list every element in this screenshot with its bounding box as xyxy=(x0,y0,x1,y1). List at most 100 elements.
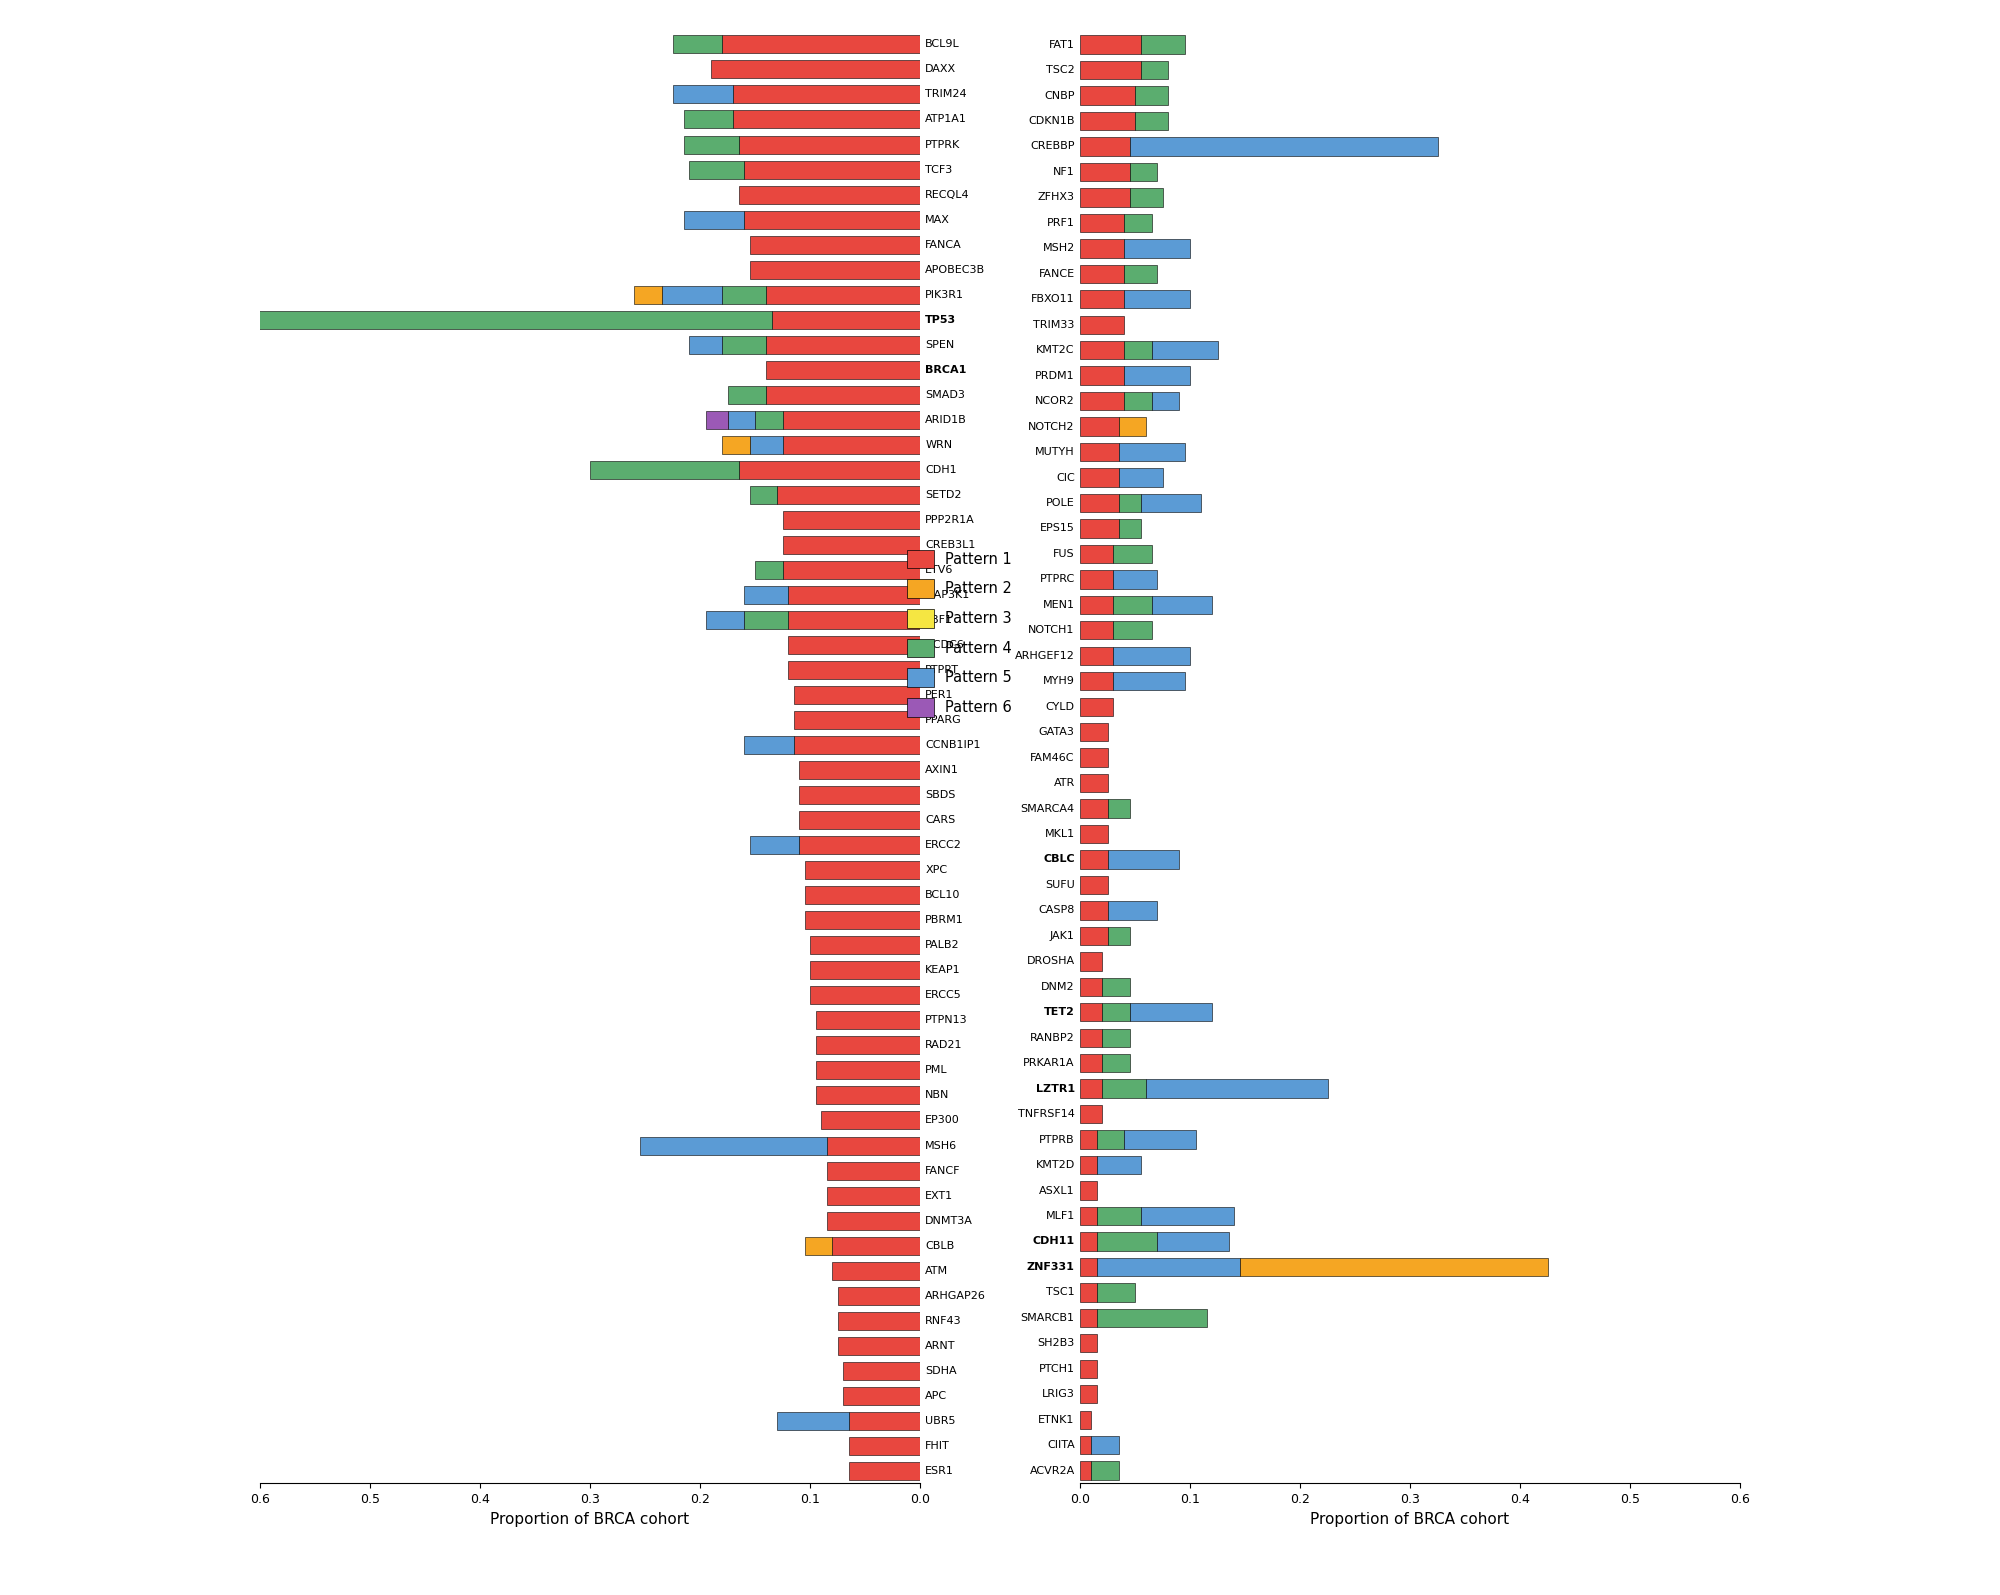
Bar xyxy=(1080,1461,1092,1480)
Bar xyxy=(1130,188,1162,207)
Bar xyxy=(1080,876,1108,895)
Text: XPC: XPC xyxy=(926,864,948,876)
Bar xyxy=(1080,901,1108,920)
Bar xyxy=(1124,1131,1196,1148)
Bar xyxy=(1112,595,1152,614)
Bar xyxy=(1080,112,1136,131)
Bar xyxy=(1080,723,1108,742)
Bar xyxy=(1124,239,1190,257)
Bar xyxy=(782,412,920,429)
Bar xyxy=(1080,978,1102,995)
Text: TRIM24: TRIM24 xyxy=(926,89,966,99)
Bar xyxy=(816,1037,920,1054)
Bar xyxy=(1140,494,1200,512)
Bar xyxy=(822,1112,920,1129)
Bar xyxy=(1080,1284,1096,1302)
Bar xyxy=(844,1362,920,1380)
Text: ZFHX3: ZFHX3 xyxy=(1038,193,1074,203)
Text: CDH11: CDH11 xyxy=(1032,1236,1074,1246)
Bar xyxy=(590,461,738,478)
Bar xyxy=(1118,469,1162,486)
Text: CIC: CIC xyxy=(1056,472,1074,483)
Text: DNMT3A: DNMT3A xyxy=(926,1215,974,1225)
Text: RECQL4: RECQL4 xyxy=(926,190,970,199)
Bar xyxy=(1080,697,1112,716)
Bar xyxy=(1080,214,1124,231)
Bar xyxy=(732,86,920,104)
Bar xyxy=(1112,646,1190,665)
Bar xyxy=(1080,1359,1096,1378)
Bar xyxy=(728,412,756,429)
Text: CCNB1IP1: CCNB1IP1 xyxy=(926,740,980,750)
Bar xyxy=(1130,137,1438,156)
Bar xyxy=(776,1412,848,1429)
Bar xyxy=(816,1011,920,1029)
Bar xyxy=(1080,1233,1096,1250)
Bar xyxy=(662,286,722,303)
Bar xyxy=(1102,978,1130,995)
Bar xyxy=(706,412,728,429)
Bar xyxy=(1080,774,1108,793)
Bar xyxy=(1124,367,1190,384)
Text: ERCC2: ERCC2 xyxy=(926,841,962,850)
Text: JAK1: JAK1 xyxy=(1050,931,1074,941)
Bar xyxy=(1080,290,1124,308)
Bar xyxy=(116,311,160,329)
Bar xyxy=(1118,443,1184,461)
Bar xyxy=(1080,239,1124,257)
Bar xyxy=(1080,1182,1096,1199)
Bar xyxy=(1112,569,1156,589)
Bar xyxy=(844,1386,920,1405)
Bar xyxy=(750,435,782,455)
Text: PTCH1: PTCH1 xyxy=(1038,1364,1074,1373)
Bar xyxy=(1080,748,1108,767)
X-axis label: Proportion of BRCA cohort: Proportion of BRCA cohort xyxy=(490,1512,690,1526)
Bar xyxy=(1080,1410,1092,1429)
Bar xyxy=(1096,1233,1156,1250)
Text: SUFU: SUFU xyxy=(1044,880,1074,890)
Bar xyxy=(1112,671,1184,691)
Text: MKL1: MKL1 xyxy=(1044,829,1074,839)
Bar xyxy=(794,737,920,754)
Bar xyxy=(804,861,920,879)
Text: BRCA1: BRCA1 xyxy=(926,365,966,375)
Bar xyxy=(738,136,920,153)
Text: PRKAR1A: PRKAR1A xyxy=(1024,1057,1074,1069)
Bar xyxy=(800,836,920,855)
Text: FAM46C: FAM46C xyxy=(1030,753,1074,762)
Bar xyxy=(1108,901,1156,920)
Bar xyxy=(832,1262,920,1279)
Bar xyxy=(788,660,920,679)
Bar xyxy=(744,161,920,179)
Bar xyxy=(1080,35,1140,54)
Bar xyxy=(1080,1333,1096,1353)
Bar xyxy=(1080,927,1108,946)
Text: PML: PML xyxy=(926,1065,948,1075)
Text: KMT2C: KMT2C xyxy=(1036,345,1074,356)
Bar xyxy=(712,61,920,78)
Text: ARHGAP26: ARHGAP26 xyxy=(926,1290,986,1300)
Bar xyxy=(1136,86,1168,105)
Text: EXT1: EXT1 xyxy=(926,1190,954,1201)
Bar xyxy=(744,211,920,228)
Text: TSC1: TSC1 xyxy=(1046,1287,1074,1297)
Text: SMARCA4: SMARCA4 xyxy=(1020,804,1074,813)
Text: CIITA: CIITA xyxy=(1046,1440,1074,1450)
Text: EBF1: EBF1 xyxy=(926,616,954,625)
Bar xyxy=(1124,265,1156,282)
Bar xyxy=(672,35,722,53)
Bar xyxy=(1080,1308,1096,1327)
Text: CCDC6: CCDC6 xyxy=(926,640,964,651)
Bar xyxy=(788,585,920,605)
Bar xyxy=(1080,799,1108,818)
Bar xyxy=(800,761,920,778)
Bar xyxy=(1096,1308,1206,1327)
Text: EP300: EP300 xyxy=(926,1115,960,1126)
Text: PRDM1: PRDM1 xyxy=(1036,370,1074,381)
Text: SPEN: SPEN xyxy=(926,340,954,349)
Bar xyxy=(1112,620,1152,640)
Text: ATM: ATM xyxy=(926,1266,948,1276)
Text: ASXL1: ASXL1 xyxy=(1040,1185,1074,1196)
Text: SMAD3: SMAD3 xyxy=(926,389,966,400)
Text: APC: APC xyxy=(926,1391,948,1400)
